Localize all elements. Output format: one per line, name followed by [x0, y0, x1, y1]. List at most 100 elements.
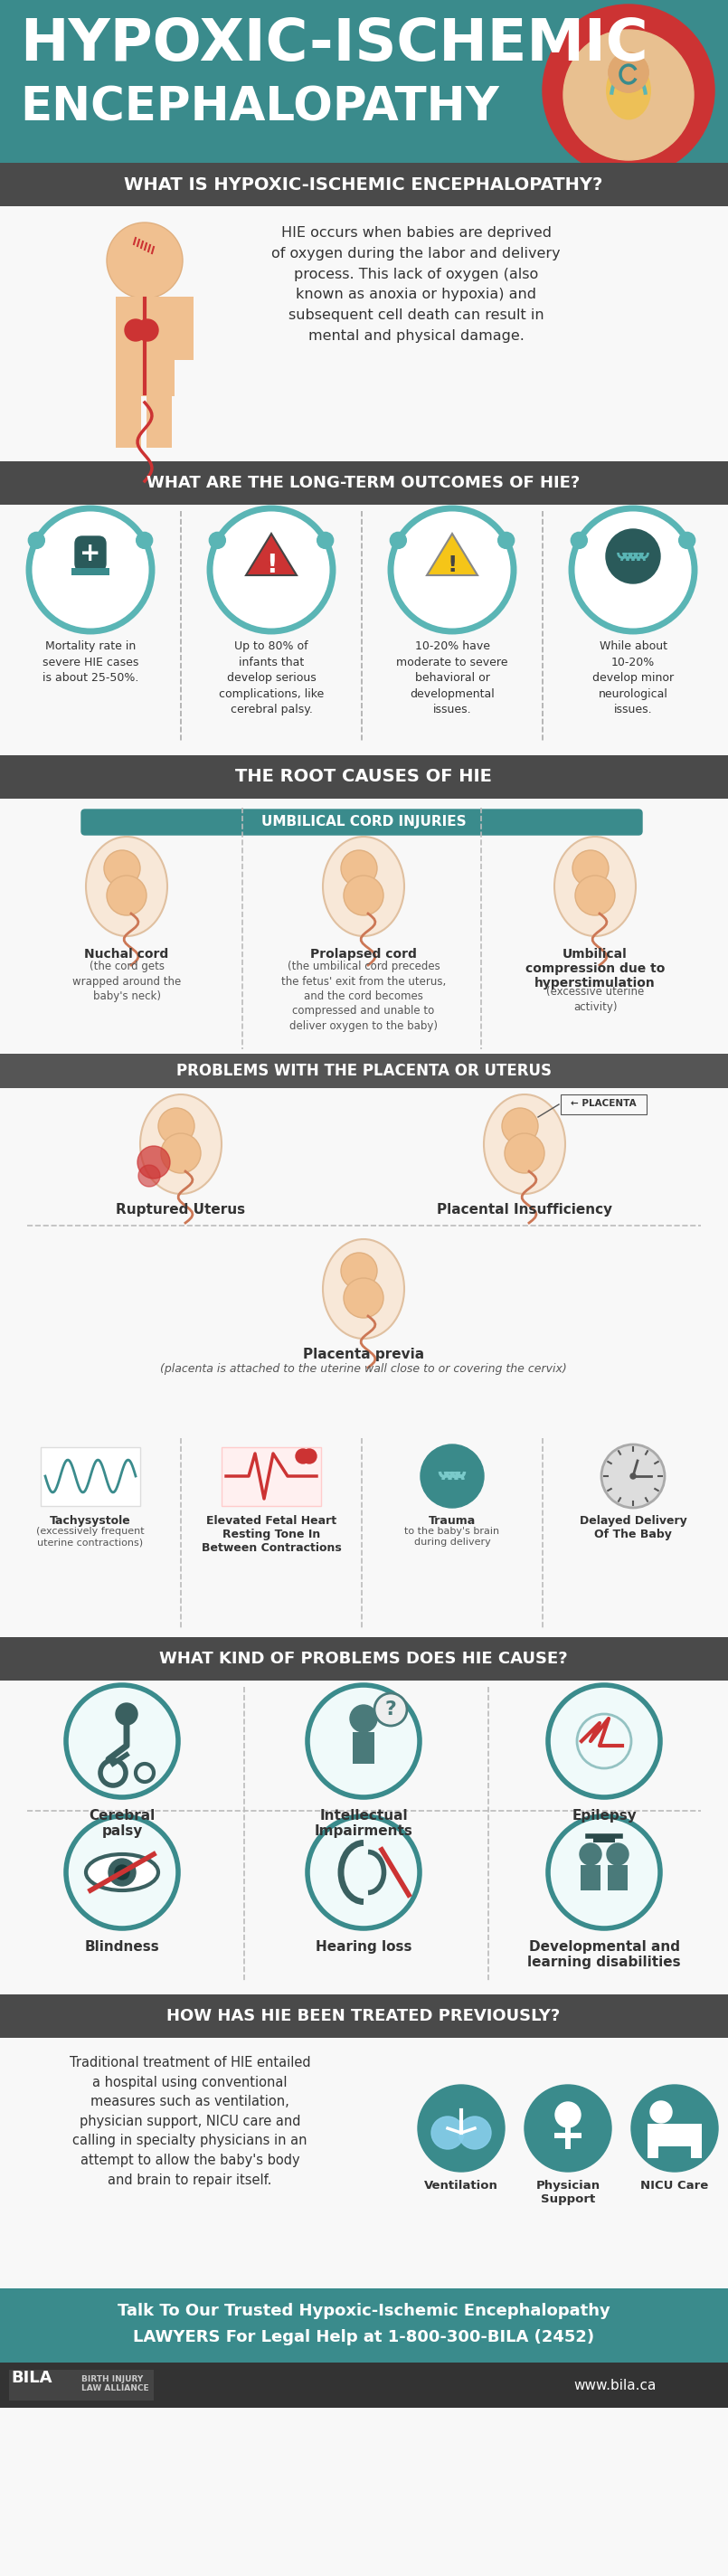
Text: Blindness: Blindness: [84, 1940, 159, 1953]
Ellipse shape: [554, 837, 636, 935]
Bar: [581, 1865, 601, 1891]
Text: !: !: [266, 554, 277, 577]
Circle shape: [115, 1865, 130, 1880]
Text: Traditional treatment of HIE entailed
a hospital using conventional
measures suc: Traditional treatment of HIE entailed a …: [69, 2056, 310, 2187]
Circle shape: [136, 533, 153, 549]
Text: Nuchal cord: Nuchal cord: [84, 948, 169, 961]
Circle shape: [341, 1252, 377, 1288]
Circle shape: [374, 1692, 407, 1726]
Circle shape: [631, 2084, 718, 2172]
Circle shape: [390, 533, 406, 549]
Circle shape: [107, 222, 183, 299]
Text: BIRTH INJURY: BIRTH INJURY: [82, 2375, 143, 2383]
Circle shape: [350, 1705, 377, 1731]
Bar: [0, 1054, 728, 1087]
Bar: [647, 2146, 658, 2159]
Text: www.bila.ca: www.bila.ca: [574, 2378, 656, 2393]
Circle shape: [158, 1108, 194, 1144]
Circle shape: [124, 319, 146, 340]
Bar: [9, 2370, 154, 2401]
Bar: [0, 799, 728, 1432]
Circle shape: [679, 533, 695, 549]
Text: Hearing loss: Hearing loss: [315, 1940, 412, 1953]
Circle shape: [502, 1108, 538, 1144]
Ellipse shape: [606, 62, 651, 121]
Text: BILA: BILA: [11, 2370, 52, 2385]
Bar: [71, 569, 109, 574]
Text: Trauma: Trauma: [429, 1515, 476, 1528]
Circle shape: [421, 1445, 484, 1507]
Circle shape: [341, 850, 377, 886]
Bar: [0, 0, 728, 162]
Circle shape: [107, 876, 146, 914]
Bar: [0, 1680, 728, 1989]
Bar: [0, 1435, 728, 1633]
Text: (excessive uterine
activity): (excessive uterine activity): [546, 987, 644, 1012]
Circle shape: [571, 533, 587, 549]
Text: !: !: [447, 554, 457, 577]
Text: (the umbilical cord precedes
the fetus' exit from the uterus,
and the cord becom: (the umbilical cord precedes the fetus' …: [281, 961, 446, 1033]
Text: WHAT ARE THE LONG-TERM OUTCOMES OF HIE?: WHAT ARE THE LONG-TERM OUTCOMES OF HIE?: [147, 474, 580, 492]
Text: While about
10-20%
develop minor
neurological
issues.: While about 10-20% develop minor neurolo…: [593, 641, 674, 716]
Bar: [116, 296, 175, 397]
Text: Physician
Support: Physician Support: [536, 2179, 600, 2205]
Circle shape: [548, 1685, 660, 1798]
Circle shape: [606, 528, 660, 582]
Circle shape: [571, 507, 695, 631]
Circle shape: [161, 1133, 201, 1172]
Text: Prolapsed cord: Prolapsed cord: [310, 948, 417, 961]
Circle shape: [548, 1816, 660, 1929]
Ellipse shape: [484, 1095, 565, 1193]
Text: Placenta previa: Placenta previa: [303, 1347, 424, 1360]
Circle shape: [609, 52, 649, 93]
Circle shape: [459, 2117, 491, 2148]
Text: UMBILICAL CORD INJURIES: UMBILICAL CORD INJURIES: [261, 814, 466, 827]
Circle shape: [391, 507, 514, 631]
Bar: [0, 461, 728, 505]
Text: Cerebral
palsy: Cerebral palsy: [89, 1808, 155, 1839]
Circle shape: [138, 1164, 160, 1188]
Bar: [352, 1731, 374, 1765]
Circle shape: [505, 1133, 545, 1172]
Circle shape: [66, 1685, 178, 1798]
Circle shape: [579, 1844, 601, 1865]
Text: LAW ALLIANCE: LAW ALLIANCE: [82, 2385, 149, 2393]
Text: Developmental and
learning disabilities: Developmental and learning disabilities: [527, 1940, 681, 1971]
Circle shape: [575, 876, 615, 914]
Circle shape: [66, 1816, 178, 1929]
Bar: [554, 2133, 582, 2138]
Text: Ventilation: Ventilation: [424, 2179, 498, 2192]
Text: ?: ?: [385, 1700, 397, 1718]
Text: Intellectual
Impairments: Intellectual Impairments: [314, 1808, 413, 1839]
Circle shape: [104, 850, 141, 886]
Text: Mortality rate in
severe HIE cases
is about 25-50%.: Mortality rate in severe HIE cases is ab…: [42, 641, 138, 683]
Bar: [647, 2123, 702, 2146]
Polygon shape: [246, 533, 296, 574]
Bar: [0, 2362, 728, 2409]
Text: +: +: [80, 541, 101, 567]
Text: HIE occurs when babies are deprived
of oxygen during the labor and delivery
proc: HIE occurs when babies are deprived of o…: [272, 227, 561, 343]
Bar: [0, 2287, 728, 2362]
Bar: [116, 394, 141, 448]
Circle shape: [317, 533, 333, 549]
Circle shape: [524, 2084, 612, 2172]
Bar: [0, 1994, 728, 2038]
Text: ← PLACENTA: ← PLACENTA: [570, 1100, 636, 1108]
Text: Ruptured Uterus: Ruptured Uterus: [116, 1203, 245, 1216]
Circle shape: [138, 1146, 170, 1180]
Text: Up to 80% of
infants that
develop serious
complications, like
cerebral palsy.: Up to 80% of infants that develop seriou…: [218, 641, 324, 716]
Text: Umbilical
compression due to
hyperstimulation: Umbilical compression due to hyperstimul…: [526, 948, 665, 989]
Text: HOW HAS HIE BEEN TREATED PREVIOUSLY?: HOW HAS HIE BEEN TREATED PREVIOUSLY?: [167, 2007, 561, 2025]
Circle shape: [432, 2117, 464, 2148]
Polygon shape: [427, 533, 478, 574]
Circle shape: [630, 1473, 636, 1479]
Text: THE ROOT CAUSES OF HIE: THE ROOT CAUSES OF HIE: [235, 768, 492, 786]
Text: WHAT KIND OF PROBLEMS DOES HIE CAUSE?: WHAT KIND OF PROBLEMS DOES HIE CAUSE?: [159, 1651, 568, 1667]
Text: Talk To Our Trusted Hypoxic-Ischemic Encephalopathy
LAWYERS For Legal Help at 1-: Talk To Our Trusted Hypoxic-Ischemic Enc…: [117, 2303, 610, 2347]
Circle shape: [607, 1844, 628, 1865]
Circle shape: [210, 507, 333, 631]
Text: to the baby's brain
during delivery: to the baby's brain during delivery: [405, 1528, 499, 1548]
Circle shape: [650, 2102, 672, 2123]
Circle shape: [418, 2084, 505, 2172]
Circle shape: [344, 1278, 384, 1319]
